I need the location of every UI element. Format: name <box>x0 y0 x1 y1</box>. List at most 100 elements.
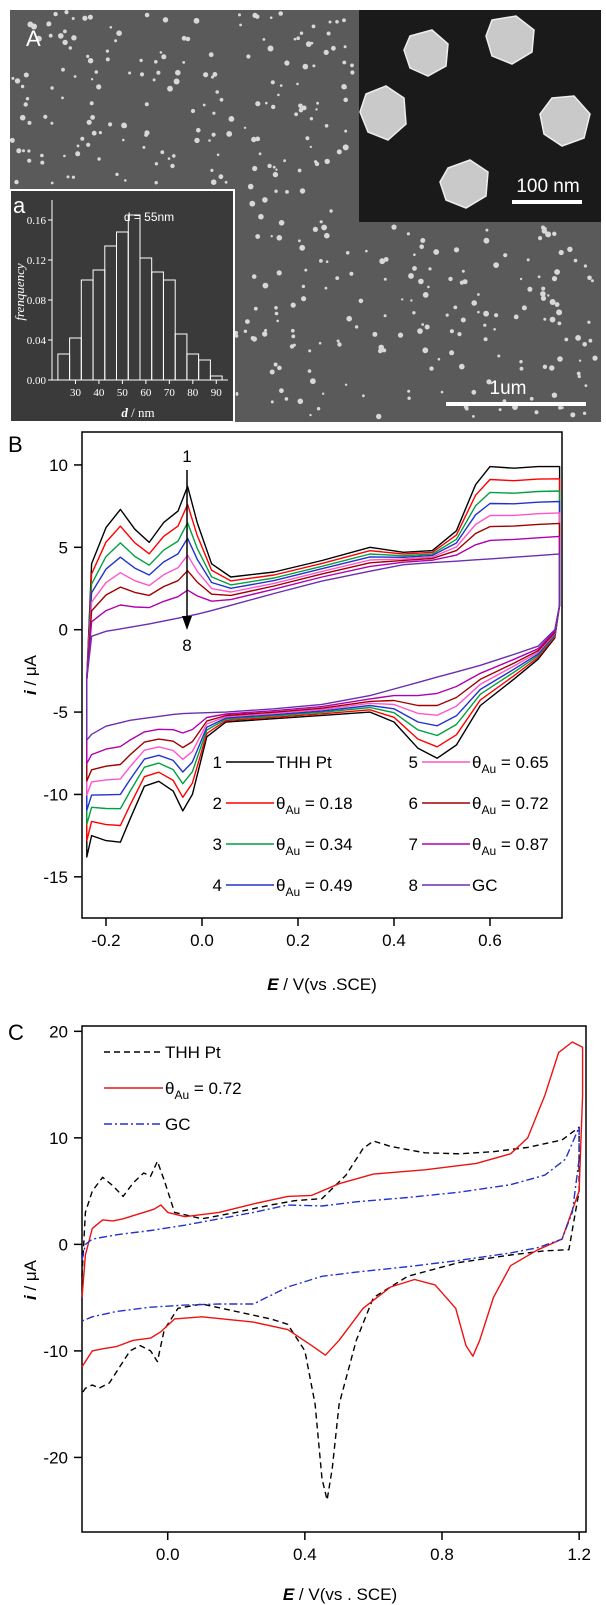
particle <box>278 220 285 226</box>
histogram-ytick-label: 0.16 <box>27 215 47 227</box>
particle <box>96 84 102 90</box>
particle <box>410 299 413 302</box>
histogram-ylabel: frenquency <box>12 263 27 320</box>
histogram-inset: a d = 55nm 30 40 50 60 70 80 90 0.00 0.04 0.08 0.1… <box>9 189 235 423</box>
nanocrystal <box>539 95 591 147</box>
particle <box>267 45 274 52</box>
particle <box>262 331 268 337</box>
histogram-xtick-label: 30 <box>70 387 82 399</box>
histogram-xtick-label: 90 <box>211 387 223 399</box>
particle <box>445 313 449 317</box>
particle <box>422 292 429 298</box>
particle <box>541 228 547 234</box>
particle <box>27 158 32 163</box>
particle <box>485 228 489 232</box>
sem-particles <box>9 10 598 420</box>
particle <box>182 61 186 64</box>
particle <box>86 54 90 59</box>
panel-b-xtick-label: 0.6 <box>478 931 502 950</box>
particle <box>497 354 501 358</box>
particle <box>557 321 562 326</box>
particle <box>31 23 37 30</box>
particle <box>258 213 264 220</box>
particle <box>301 296 307 302</box>
inset-note: d = 55nm <box>124 210 174 224</box>
particle <box>324 124 329 128</box>
particle <box>564 337 569 342</box>
particle <box>316 407 321 411</box>
particle <box>331 45 336 51</box>
panel-b-xlabel: E / V(vs .SCE) <box>267 975 377 994</box>
particle <box>324 286 328 290</box>
particle <box>459 280 464 285</box>
particle <box>276 270 282 276</box>
particle <box>76 144 80 148</box>
panel-b-ylabel-var: i <box>21 689 40 695</box>
particle <box>413 253 416 256</box>
particle <box>558 249 564 256</box>
particle <box>228 116 235 122</box>
particle <box>362 394 365 398</box>
particle <box>471 300 478 306</box>
particle <box>592 355 598 361</box>
particle <box>181 35 187 41</box>
particle <box>549 299 556 305</box>
particle <box>82 15 88 21</box>
particle <box>551 276 558 282</box>
particle <box>294 112 298 117</box>
particle <box>245 319 250 324</box>
particle <box>551 392 558 398</box>
particle <box>557 356 563 362</box>
particle <box>453 247 460 253</box>
particle <box>251 274 257 279</box>
histogram-ytick-label: 0.08 <box>27 295 47 307</box>
particle <box>115 172 119 177</box>
particle <box>36 35 42 42</box>
particle <box>185 36 191 42</box>
particle <box>27 120 32 125</box>
particle <box>270 235 273 238</box>
particle <box>291 334 296 339</box>
particle <box>16 148 22 154</box>
particle <box>309 117 314 121</box>
particle <box>312 226 318 232</box>
particle <box>156 70 161 75</box>
particle <box>337 342 342 347</box>
particle <box>299 244 306 251</box>
particle <box>40 160 45 165</box>
particle <box>108 122 113 127</box>
panel-c-series-1 <box>81 1126 580 1501</box>
panel-c: C 0.0 0.4 0.8 1.2 20 10 0 -10 -20 THH Pt θAu = 0.… <box>8 1020 591 1604</box>
particle <box>284 397 289 401</box>
particle <box>382 348 387 353</box>
particle <box>121 122 127 129</box>
particle <box>379 258 386 265</box>
particle <box>477 310 480 314</box>
particle <box>251 136 257 143</box>
particle <box>285 190 289 194</box>
particle <box>14 179 19 185</box>
particle <box>246 54 251 59</box>
particle <box>449 350 455 356</box>
particle <box>328 20 332 24</box>
particle <box>297 168 302 173</box>
panel-b-ylabel-rest: / μA <box>21 654 40 690</box>
particle <box>310 378 316 385</box>
particle <box>298 108 304 113</box>
particle <box>547 294 550 297</box>
particle <box>105 49 109 53</box>
particle <box>336 339 340 343</box>
histogram-xtick-label: 40 <box>93 387 105 399</box>
histogram-ytick-label: 0.12 <box>27 255 46 267</box>
particle <box>291 328 295 333</box>
particle <box>588 338 593 343</box>
panel-c-ticks: 0.0 0.4 0.8 1.2 20 10 0 -10 -20 <box>43 1022 591 1564</box>
particle <box>590 279 594 283</box>
particle <box>519 277 523 281</box>
particle <box>319 220 323 224</box>
particle <box>558 405 562 410</box>
panel-c-ytick-label: 10 <box>49 1129 68 1148</box>
particle <box>326 31 331 36</box>
particle <box>283 159 286 163</box>
particle <box>576 371 581 376</box>
